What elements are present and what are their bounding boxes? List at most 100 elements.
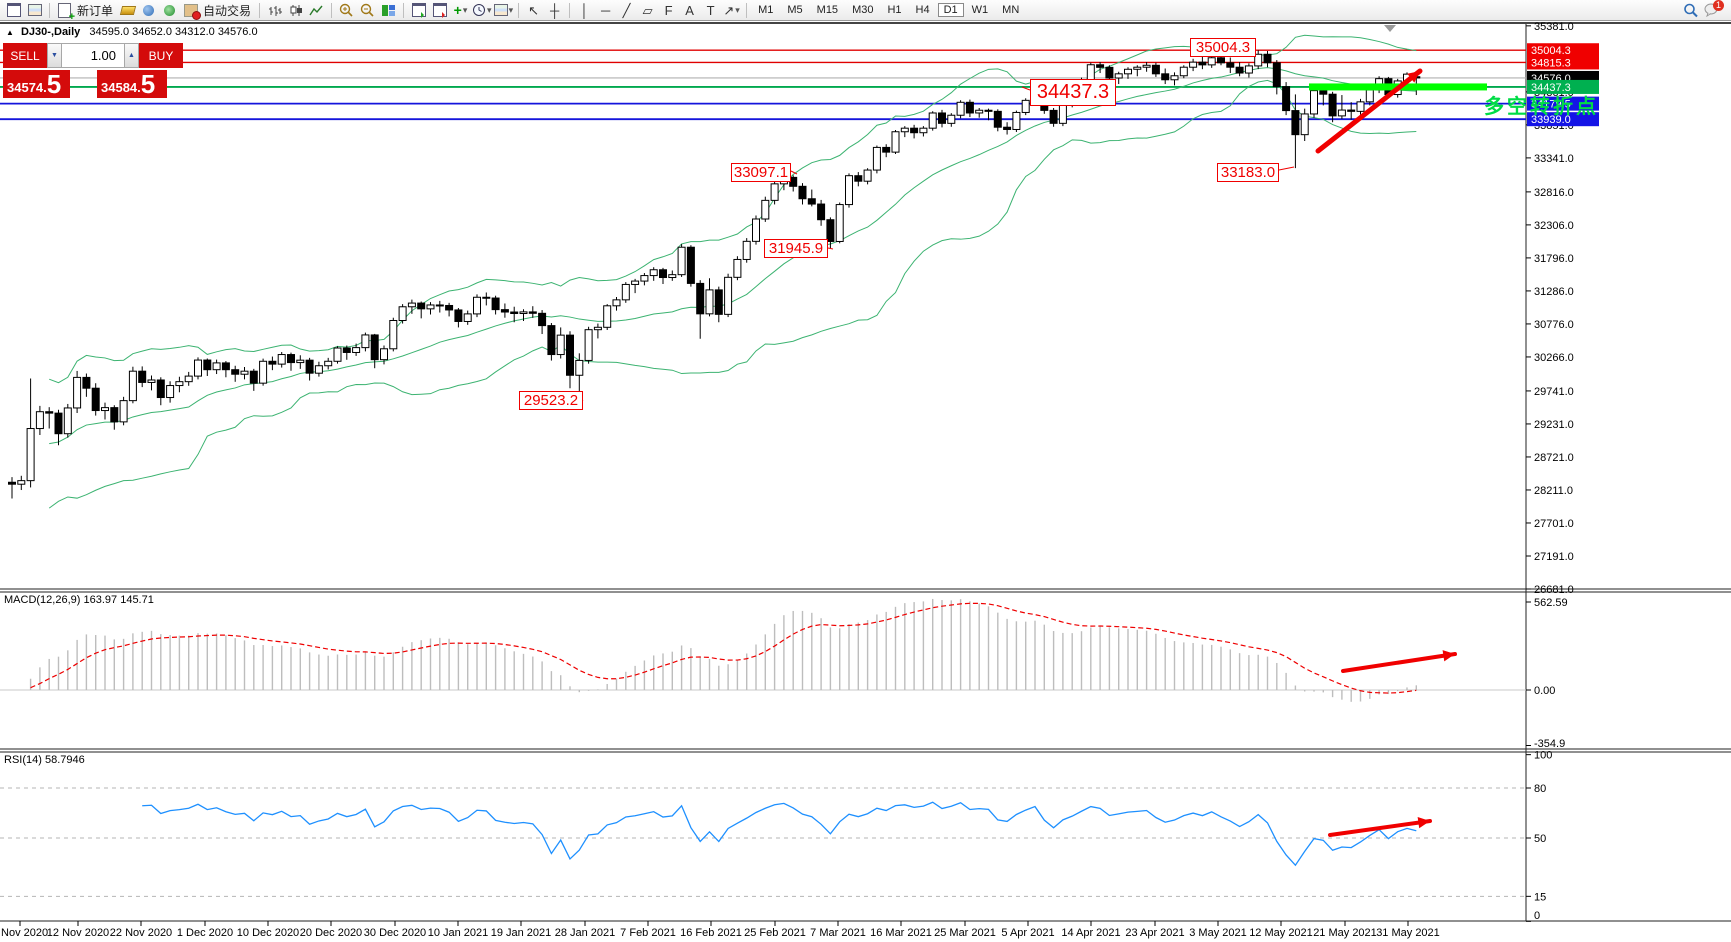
candle-body [445, 304, 454, 311]
buy-price[interactable]: 34584. 5 [97, 70, 167, 98]
chevron-down-icon: ▾ [487, 4, 492, 15]
candle-body [1207, 57, 1216, 66]
price-axis-label: 35381.0 [1534, 21, 1574, 33]
cursor-tool[interactable]: ↖ [528, 2, 540, 18]
candle-body [593, 326, 602, 331]
candle-body [854, 175, 863, 182]
text-tool[interactable]: A [685, 2, 694, 18]
toolbar-separator [49, 2, 50, 18]
date-axis-label: 7 Feb 2021 [620, 927, 676, 939]
price-axis-label: 30266.0 [1534, 352, 1574, 364]
price-callout[interactable]: 33183.0 [1217, 163, 1279, 182]
price-axis-label: 30776.0 [1534, 319, 1574, 331]
candle-body [965, 101, 974, 114]
macd-arrow[interactable] [1341, 652, 1457, 673]
timeframe-w1[interactable]: W1 [971, 4, 989, 16]
timeframe-d1[interactable]: D1 [937, 3, 964, 17]
profiles-button[interactable] [25, 2, 44, 19]
candle-body [45, 411, 54, 414]
arrange-window-icon[interactable] [409, 2, 428, 19]
timeframe-m30[interactable]: M30 [852, 4, 874, 16]
autotrading-label[interactable]: 自动交易 [203, 3, 252, 18]
price-callout[interactable]: 31945.9 [764, 239, 828, 258]
line-chart-icon[interactable] [307, 2, 326, 19]
signals-icon[interactable] [160, 2, 179, 19]
candle-body [835, 204, 844, 242]
candle-body [1282, 86, 1291, 112]
volume-decrease-button[interactable]: ▼ [47, 43, 62, 68]
date-axis-label: 16 Mar 2021 [870, 927, 932, 939]
crosshair-tool[interactable]: ┼ [549, 2, 560, 18]
timeframe-m1[interactable]: M1 [758, 4, 774, 16]
new-order-label[interactable]: 新订单 [77, 3, 114, 18]
price-callout[interactable]: 29523.2 [519, 391, 583, 410]
volume-increase-button[interactable]: ▲ [124, 43, 139, 68]
rsi-value: 58.7946 [44, 754, 85, 766]
candlestick-chart-icon[interactable] [286, 2, 305, 19]
horizontal-line-tool[interactable]: ─ [600, 2, 611, 18]
cascade-window-icon[interactable] [430, 2, 449, 19]
label-tool[interactable]: T [706, 2, 715, 18]
collapse-triangle-icon[interactable]: ▲ [6, 28, 14, 37]
candle-body [1310, 90, 1318, 115]
search-icon[interactable] [1681, 2, 1700, 19]
timeframe-m5[interactable]: M5 [787, 4, 803, 16]
price-callout[interactable]: 35004.3 [1190, 38, 1256, 57]
candle-body [361, 334, 370, 349]
date-axis-label: 16 Feb 2021 [680, 927, 742, 939]
macd-axis-label: -354.9 [1534, 738, 1565, 750]
candle-body [863, 169, 872, 182]
date-axis-label: 14 Apr 2021 [1061, 927, 1120, 939]
rsi-axis-label: 15 [1534, 891, 1546, 903]
channel-tool[interactable]: ▱ [642, 2, 653, 18]
timeframe-h4[interactable]: H4 [915, 4, 930, 16]
candle-body [8, 481, 16, 485]
price-callout[interactable]: 34437.3 [1030, 79, 1116, 106]
community-icon[interactable] [139, 2, 158, 19]
chevron-down-icon: ▾ [508, 4, 514, 15]
timeframe-mn[interactable]: MN [1002, 4, 1020, 16]
buy-button[interactable]: BUY [139, 43, 183, 68]
sell-button[interactable]: SELL [3, 43, 47, 68]
new-chart-button[interactable] [4, 2, 23, 19]
notifications-icon[interactable]: 1 [1702, 0, 1724, 19]
templates-button[interactable]: ▾ [493, 2, 514, 19]
zoom-in-icon[interactable] [337, 2, 356, 19]
gold-icon[interactable] [118, 2, 137, 19]
arrows-tool[interactable]: ↗ ▾ [723, 2, 740, 18]
date-axis-label: 31 May 2021 [1376, 927, 1440, 939]
trend-arrow[interactable] [1315, 68, 1423, 154]
vertical-line-tool[interactable]: │ [580, 2, 589, 18]
add-indicator-button[interactable]: + ▾ [453, 2, 468, 18]
tile-windows-icon[interactable] [379, 2, 398, 19]
annotation-text[interactable]: 多空转折点 [1484, 96, 1599, 118]
bar-chart-icon[interactable] [265, 2, 284, 19]
zoom-out-icon[interactable] [358, 2, 377, 19]
timeframe-h1[interactable]: H1 [887, 4, 902, 16]
period-clock-button[interactable]: ▾ [472, 2, 492, 19]
candle-body [1133, 66, 1142, 70]
fibonacci-tool[interactable]: F [664, 2, 673, 18]
candle-body [184, 375, 193, 383]
candle-body [305, 359, 314, 374]
price-axis-label: 29741.0 [1534, 386, 1574, 398]
chart-symbol-header: ▲ DJ30-,Daily 34595.0 34652.0 34312.0 34… [6, 26, 258, 38]
new-order-button[interactable] [55, 2, 75, 23]
candle-body [240, 370, 249, 375]
trendline-tool[interactable]: ╱ [622, 2, 631, 18]
candle-body [1049, 109, 1058, 124]
one-click-trading-panel: SELL ▼ ▲ BUY 34574.5 34584.5 [3, 43, 183, 98]
candle-body [1189, 61, 1198, 68]
price-axis-label: 31286.0 [1534, 286, 1574, 298]
sell-price[interactable]: 34574. 5 [3, 70, 70, 98]
volume-input[interactable] [62, 43, 124, 68]
rsi-arrow[interactable] [1328, 819, 1432, 837]
toolbar-separator [259, 2, 261, 18]
candle-body [1179, 66, 1188, 77]
candle-body [63, 407, 72, 435]
autotrading-button[interactable] [181, 2, 201, 20]
price-callout[interactable]: 33097.1 [731, 163, 791, 182]
timeframe-m15[interactable]: M15 [816, 4, 839, 16]
candle-body [1198, 61, 1207, 66]
